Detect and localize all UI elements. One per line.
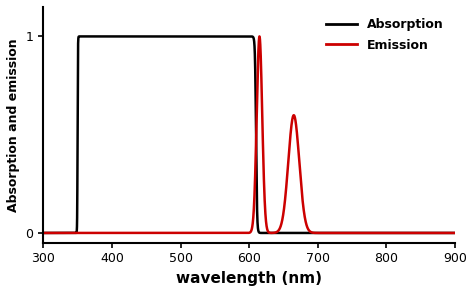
Emission: [57, 231, 63, 235]
Y-axis label: Absorption and emission: Absorption and emission: [7, 38, 20, 212]
Absorption: [430, 231, 436, 235]
Emission: [40, 231, 46, 235]
Emission: [430, 231, 436, 235]
Line: Emission: Emission: [43, 36, 455, 233]
Absorption: [65, 231, 71, 235]
Absorption: [81, 35, 87, 38]
Emission: [42, 231, 48, 235]
Absorption: [121, 35, 127, 38]
Absorption: [57, 231, 63, 235]
Absorption: [242, 35, 247, 38]
X-axis label: wavelength (nm): wavelength (nm): [176, 271, 322, 286]
Line: Absorption: Absorption: [43, 36, 455, 233]
Legend: Absorption, Emission: Absorption, Emission: [321, 13, 449, 57]
Emission: [121, 231, 127, 235]
Emission: [452, 231, 458, 235]
Emission: [65, 231, 71, 235]
Emission: [242, 231, 247, 235]
Absorption: [40, 231, 46, 235]
Emission: [256, 35, 262, 38]
Absorption: [42, 231, 48, 235]
Absorption: [452, 231, 458, 235]
